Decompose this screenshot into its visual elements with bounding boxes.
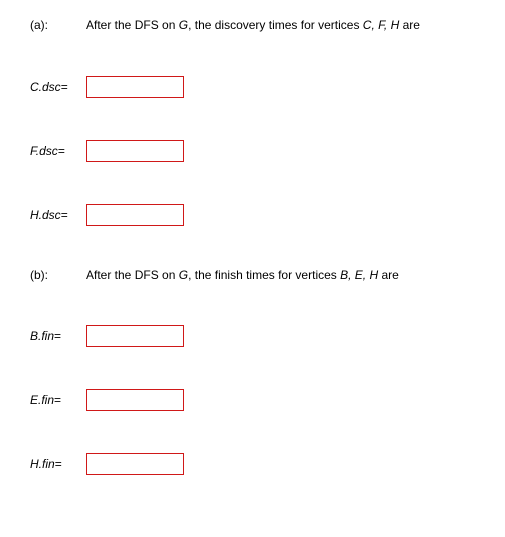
part-a-text: After the DFS on G, the discovery times … [86,18,420,34]
label-h-dsc: H.dsc= [30,208,86,222]
input-f-dsc[interactable] [86,140,184,162]
part-a-mid: , the discovery times for vertices [188,18,363,32]
row-b-fin: B.fin= [30,325,505,347]
label-b-v: B [30,329,38,343]
label-h-attr2: .fin [39,457,55,471]
part-b-verts: B, E, H [340,268,378,282]
label-h-eq2: = [55,457,62,471]
label-b-fin: B.fin= [30,329,86,343]
label-e-eq: = [54,393,61,407]
label-f-eq: = [58,144,65,158]
label-e-fin: E.fin= [30,393,86,407]
label-c-eq: = [61,80,68,94]
part-b-before: After the DFS on [86,268,179,282]
label-h-v: H [30,208,39,222]
input-e-fin[interactable] [86,389,184,411]
part-a-prompt: (a): After the DFS on G, the discovery t… [30,18,505,34]
row-f-dsc: F.dsc= [30,140,505,162]
part-b-marker: (b): [30,268,86,282]
label-h-eq: = [61,208,68,222]
label-b-attr: .fin [38,329,54,343]
row-c-dsc: C.dsc= [30,76,505,98]
row-h-dsc: H.dsc= [30,204,505,226]
input-c-dsc[interactable] [86,76,184,98]
input-h-dsc[interactable] [86,204,184,226]
part-b-text: After the DFS on G, the finish times for… [86,268,399,284]
part-a-marker: (a): [30,18,86,32]
label-h-fin2: H.fin= [30,457,86,471]
label-e-attr: .fin [38,393,54,407]
label-c-attr: .dsc [39,80,61,94]
label-e-v: E [30,393,38,407]
label-h-v2: H [30,457,39,471]
label-f-dsc: F.dsc= [30,144,86,158]
part-b-prompt: (b): After the DFS on G, the finish time… [30,268,505,284]
part-a-after: are [399,18,420,32]
row-h-fin: H.fin= [30,453,505,475]
part-b-G: G [179,268,188,282]
part-a-verts: C, F, H [363,18,399,32]
label-h-attr: .dsc [39,208,61,222]
label-f-attr: .dsc [36,144,58,158]
part-b-mid: , the finish times for vertices [188,268,340,282]
part-b-after: are [378,268,399,282]
input-b-fin[interactable] [86,325,184,347]
part-a-G: G [179,18,188,32]
input-h-fin[interactable] [86,453,184,475]
label-c-dsc: C.dsc= [30,80,86,94]
label-c-v: C [30,80,39,94]
part-a-before: After the DFS on [86,18,179,32]
label-b-eq: = [54,329,61,343]
row-e-fin: E.fin= [30,389,505,411]
